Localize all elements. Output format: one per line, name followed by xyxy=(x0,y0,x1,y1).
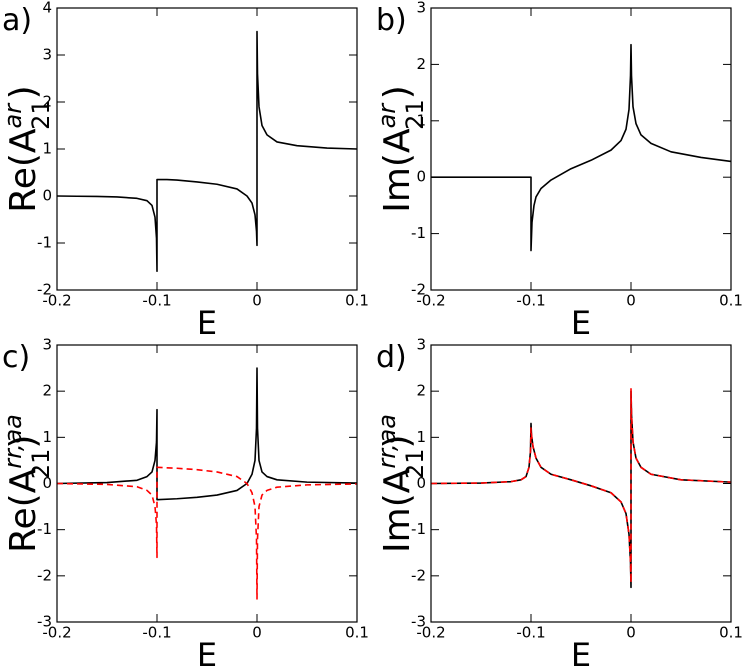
x-tick-label: 0.1 xyxy=(345,292,369,310)
x-tick-label: 0 xyxy=(626,624,636,642)
y-tick-label: 3 xyxy=(42,46,52,64)
x-axis-label: E xyxy=(197,304,217,342)
y-tick-label: -1 xyxy=(37,234,52,252)
panel: -0.2 -0.1 0 0.1 -3 -2 -1 0 1 2 3 c) E Re(Arr,aa21) xyxy=(0,336,369,667)
y-label-text: Re(A xyxy=(3,468,44,553)
y-tick-label: -1 xyxy=(411,224,426,242)
x-tick-label: 0 xyxy=(252,292,262,310)
panel-label: d) xyxy=(376,340,407,375)
plot-frame xyxy=(430,7,732,291)
y-label-superscript: ar xyxy=(0,102,27,129)
x-tick-label: -0.1 xyxy=(142,292,171,310)
y-tick-label: 3 xyxy=(416,0,426,17)
y-label-end: ) xyxy=(377,434,418,448)
y-tick-label: 0 xyxy=(42,474,52,492)
y-tick-label: 1 xyxy=(42,428,52,446)
x-axis-label: E xyxy=(197,636,217,667)
y-label-end: ) xyxy=(377,85,418,99)
data-line xyxy=(56,367,358,501)
x-axis-label: E xyxy=(571,636,591,667)
y-tick-label: 2 xyxy=(416,55,426,73)
y-tick-label: 3 xyxy=(42,336,52,354)
y-tick-label: 2 xyxy=(42,93,52,111)
panel: -0.2 -0.1 0 0.1 -2 -1 0 1 2 3 b) E Im(Aar21) xyxy=(373,0,743,342)
plot-frame xyxy=(430,344,732,623)
y-tick-label: 2 xyxy=(42,382,52,400)
x-tick-label: -0.2 xyxy=(416,624,445,642)
y-label-end: ) xyxy=(3,85,44,99)
x-tick-label: 0 xyxy=(626,292,636,310)
x-tick-label: -0.1 xyxy=(516,624,545,642)
y-tick-label: 1 xyxy=(416,111,426,129)
y-tick-label: 2 xyxy=(416,382,426,400)
y-tick-label: -2 xyxy=(411,566,426,584)
y-tick-label: -2 xyxy=(37,566,52,584)
x-tick-label: -0.2 xyxy=(416,292,445,310)
x-tick-label: 0 xyxy=(252,624,262,642)
y-label-superscript: ar xyxy=(373,102,401,129)
y-tick-label: 0 xyxy=(416,168,426,186)
y-tick-label: 0 xyxy=(42,187,52,205)
y-tick-label: 4 xyxy=(42,0,52,17)
y-label-superscript: rr,aa xyxy=(0,414,27,469)
y-axis-label: Im(Aar21) xyxy=(373,85,429,213)
plot-frame xyxy=(56,344,358,623)
y-tick-label: -1 xyxy=(37,520,52,538)
y-tick-label: 0 xyxy=(416,474,426,492)
y-tick-label: -3 xyxy=(37,613,52,631)
y-label-subscript: 21 xyxy=(27,449,55,480)
panel-label: c) xyxy=(2,340,30,375)
data-line xyxy=(430,390,732,589)
y-axis-label: Im(Arr,aa21) xyxy=(373,414,429,553)
y-label-end: ) xyxy=(3,435,44,449)
x-tick-label: -0.2 xyxy=(42,624,71,642)
panel-label: b) xyxy=(376,3,407,38)
y-tick-label: 1 xyxy=(42,140,52,158)
y-axis-label: Re(Aar21) xyxy=(0,85,55,212)
data-line xyxy=(430,388,732,584)
y-label-text: Im(A xyxy=(377,128,418,213)
x-tick-label: 0.1 xyxy=(345,624,369,642)
x-tick-label: 0.1 xyxy=(719,624,743,642)
panel: -0.2 -0.1 0 0.1 -2 -1 0 1 2 3 4 a) E Re(Aar21) xyxy=(0,0,369,342)
y-label-text: Im(A xyxy=(377,468,418,553)
x-tick-label: 0.1 xyxy=(719,292,743,310)
y-tick-label: -2 xyxy=(411,281,426,299)
x-tick-label: -0.1 xyxy=(516,292,545,310)
data-line xyxy=(56,30,358,272)
y-tick-label: -3 xyxy=(411,613,426,631)
y-axis-label: Re(Arr,aa21) xyxy=(0,414,55,553)
y-label-superscript: rr,aa xyxy=(373,414,401,469)
data-line xyxy=(431,43,732,252)
y-tick-label: 3 xyxy=(416,336,426,354)
panel: -0.2 -0.1 0 0.1 -3 -2 -1 0 1 2 3 d) E Im(Arr,aa21) xyxy=(373,336,743,667)
y-tick-label: -2 xyxy=(37,281,52,299)
y-label-subscript: 21 xyxy=(401,448,429,479)
panel-label: a) xyxy=(2,3,32,38)
x-tick-label: -0.2 xyxy=(42,292,71,310)
y-label-text: Re(A xyxy=(3,128,44,213)
y-tick-label: 1 xyxy=(416,428,426,446)
plot-frame xyxy=(56,7,358,291)
y-tick-label: -1 xyxy=(411,520,426,538)
x-tick-label: -0.1 xyxy=(142,624,171,642)
data-line xyxy=(56,466,358,600)
y-label-subscript: 21 xyxy=(27,99,55,130)
y-label-subscript: 21 xyxy=(401,99,429,130)
x-axis-label: E xyxy=(571,304,591,342)
